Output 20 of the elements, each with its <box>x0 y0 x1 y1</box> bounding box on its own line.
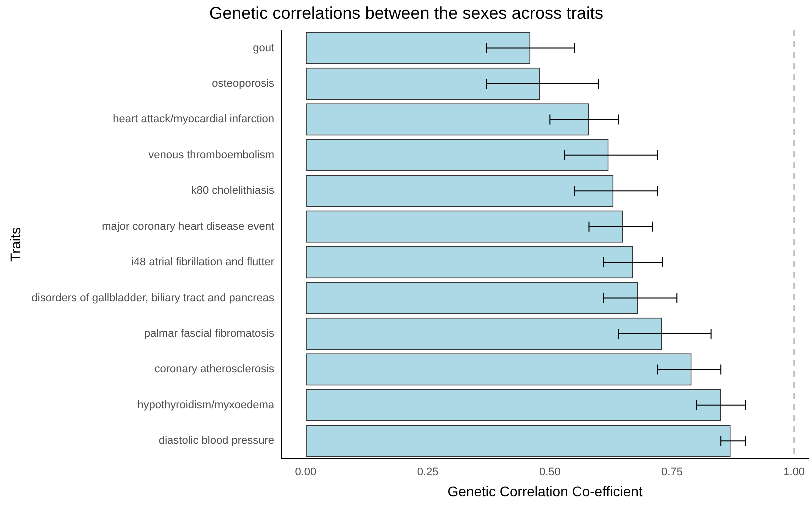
y-tick-label: gout <box>253 42 275 54</box>
y-tick-label: osteoporosis <box>212 78 276 90</box>
y-tick-label: palmar fascial fibromatosis <box>144 328 276 340</box>
x-tick-label: 0.25 <box>417 466 439 479</box>
y-tick-label: k80 cholelithiasis <box>191 185 276 198</box>
y-tick-label: venous thromboembolism <box>148 149 275 162</box>
y-tick-label: disorders of gallbladder, biliary tract and pancreas <box>32 292 276 304</box>
y-tick-label: i48 atrial fibrillation and flutter <box>131 256 275 269</box>
y-tick-label: major coronary heart disease event <box>102 220 275 233</box>
x-tick-label: 0.50 <box>539 466 561 479</box>
y-tick-label: hypothyroidism/myxoedema <box>138 399 276 412</box>
x-tick-label: 1.00 <box>784 466 806 479</box>
y-tick-label: heart attack/myocardial infarction <box>113 114 275 126</box>
x-tick-label: 0.00 <box>295 466 317 479</box>
y-tick-label: coronary atherosclerosis <box>154 364 276 376</box>
x-tick-label: 0.75 <box>662 466 683 479</box>
chart-title: Genetic correlations between the sexes across traits <box>209 4 604 23</box>
y-axis-title: Traits <box>7 227 24 262</box>
y-tick-label: diastolic blood pressure <box>158 435 275 448</box>
x-axis-title: Genetic Correlation Co-efficient <box>448 483 643 500</box>
